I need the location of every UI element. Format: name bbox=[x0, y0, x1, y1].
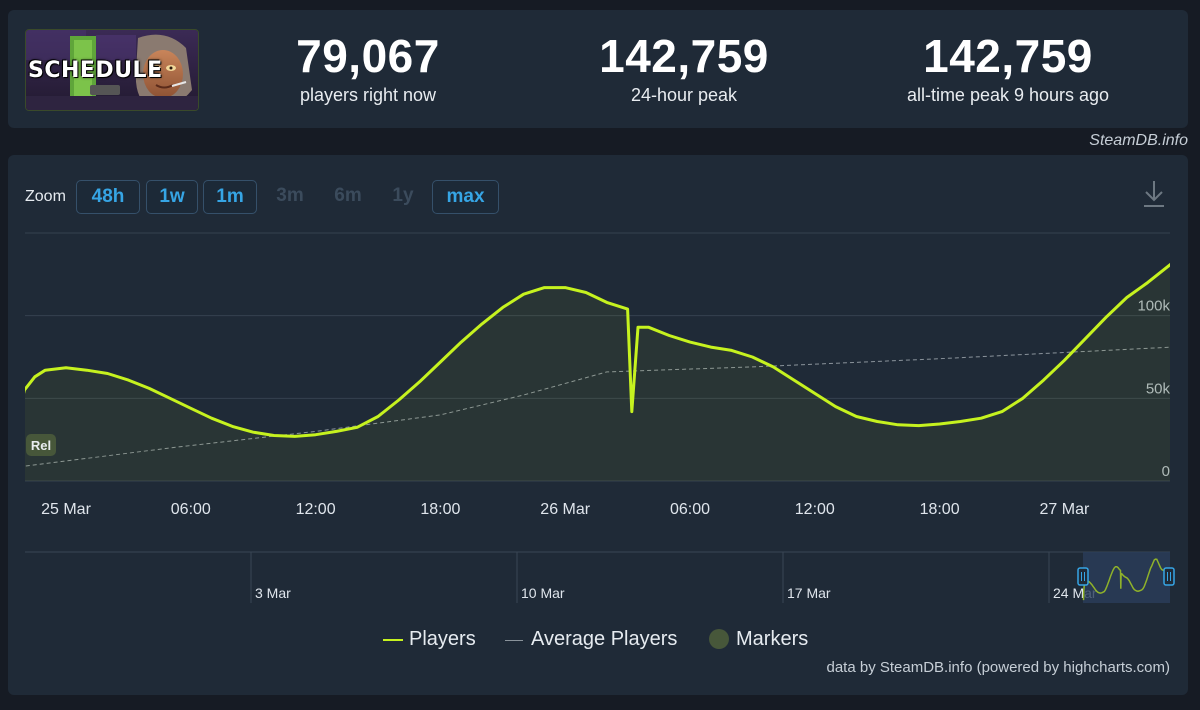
zoom-48h-button[interactable]: 48h bbox=[76, 180, 140, 214]
legend-markers-swatch bbox=[709, 629, 729, 649]
x-tick-label: 06:00 bbox=[171, 501, 211, 518]
x-tick-label: 12:00 bbox=[296, 501, 336, 518]
chart-legend: Players Average Players Markers bbox=[8, 625, 1188, 655]
x-tick-label: 27 Mar bbox=[1040, 501, 1090, 518]
download-icon[interactable] bbox=[1142, 179, 1166, 209]
x-tick-label: 18:00 bbox=[420, 501, 460, 518]
y-tick-label: 50k bbox=[1146, 380, 1171, 397]
navigator-series bbox=[1082, 558, 1171, 601]
x-tick-label: 18:00 bbox=[920, 501, 960, 518]
zoom-1w-button[interactable]: 1w bbox=[146, 180, 198, 214]
series-average-players bbox=[25, 346, 1170, 467]
marker-rel: Rel bbox=[26, 434, 56, 456]
zoom-1m-button[interactable]: 1m bbox=[203, 180, 257, 214]
legend-markers[interactable]: Markers bbox=[736, 628, 809, 650]
x-tick-label: 25 Mar bbox=[41, 501, 91, 518]
marker-rel-label: Rel bbox=[31, 438, 51, 453]
players-chart[interactable]: 0 50k 100k Rel 25 Mar 06:00 12:00 18:00 26 Mar 06… bbox=[8, 155, 1188, 625]
stat-current-value: 79,067 bbox=[296, 30, 440, 82]
legend-average-swatch bbox=[505, 640, 523, 641]
stat-current-players: 79,067 players right now bbox=[248, 30, 488, 106]
navigator-tick-label: 10 Mar bbox=[521, 585, 565, 601]
stat-24h-label: 24-hour peak bbox=[630, 85, 738, 105]
navigator-handle-right[interactable] bbox=[1163, 567, 1175, 586]
navigator-tick-label: 3 Mar bbox=[255, 585, 291, 601]
x-tick-label: 26 Mar bbox=[540, 501, 590, 518]
navigator-handle-left[interactable] bbox=[1077, 567, 1089, 586]
chart-panel: Zoom 48h 1w 1m 3m 6m 1y max 0 50k 100k Rel 2… bbox=[8, 155, 1188, 695]
zoom-label: Zoom bbox=[25, 188, 66, 205]
stat-24h-peak: 142,759 24-hour peak bbox=[564, 30, 804, 106]
legend-average-players[interactable]: Average Players bbox=[531, 628, 678, 650]
stat-all-time-peak: 142,759 all-time peak 9 hours ago bbox=[868, 30, 1148, 106]
game-logo: SCHEDULE bbox=[25, 29, 199, 111]
stat-all-time-value: 142,759 bbox=[923, 30, 1093, 82]
stat-current-label: players right now bbox=[299, 85, 437, 105]
marker-rel-box bbox=[26, 434, 56, 456]
y-tick-label: 100k bbox=[1137, 298, 1170, 315]
series-players bbox=[25, 262, 1170, 438]
stat-24h-value: 142,759 bbox=[599, 30, 769, 82]
steamdb-link[interactable]: SteamDB.info bbox=[1089, 132, 1188, 149]
zoom-max-button[interactable]: max bbox=[432, 180, 499, 214]
plot-area bbox=[25, 262, 1170, 481]
navigator-handle-box bbox=[1077, 567, 1089, 586]
zoom-6m-button[interactable]: 6m bbox=[334, 185, 362, 206]
navigator-tick-label: 17 Mar bbox=[787, 585, 831, 601]
legend-players-swatch bbox=[383, 639, 403, 641]
x-tick-label: 12:00 bbox=[795, 501, 835, 518]
y-tick-label: 0 bbox=[1162, 463, 1170, 480]
game-logo-text: SCHEDULE bbox=[28, 58, 163, 83]
series-players-area bbox=[25, 264, 1170, 481]
legend-players[interactable]: Players bbox=[409, 628, 476, 650]
highcharts-credit[interactable]: data by SteamDB.info (powered by highcha… bbox=[826, 659, 1171, 676]
zoom-1y-button[interactable]: 1y bbox=[392, 185, 414, 206]
navigator-handle-box bbox=[1163, 567, 1175, 586]
game-logo-art bbox=[26, 30, 198, 110]
stat-all-time-label: all-time peak 9 hours ago bbox=[906, 85, 1110, 105]
x-tick-label: 06:00 bbox=[670, 501, 710, 518]
zoom-3m-button[interactable]: 3m bbox=[276, 185, 304, 206]
stats-panel: SCHEDULE 79,067 players right now 142,75… bbox=[8, 10, 1188, 128]
